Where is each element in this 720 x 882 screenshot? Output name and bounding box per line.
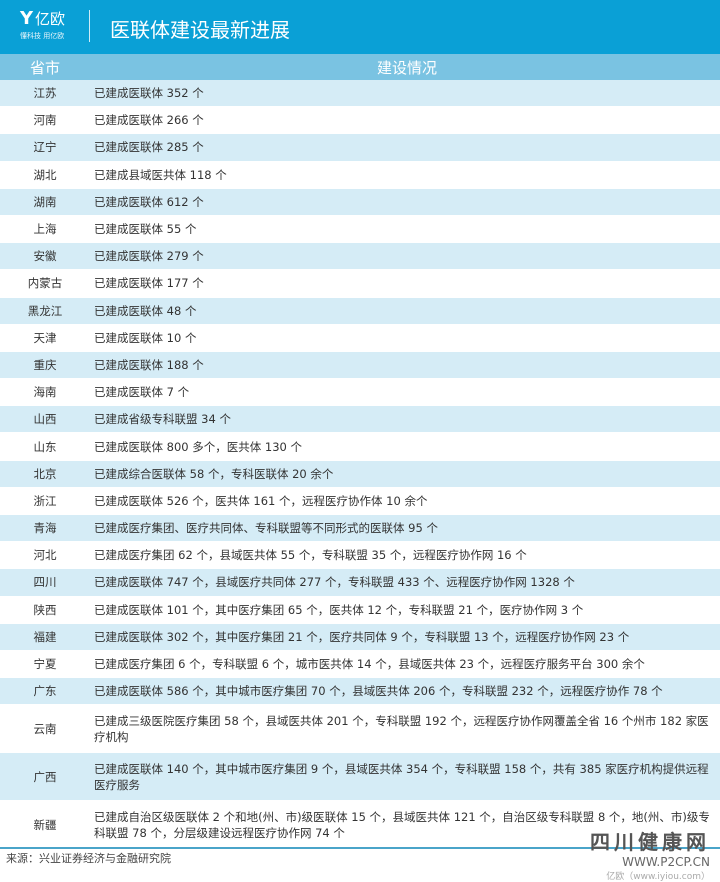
status-cell: 已建成医联体 285 个: [94, 140, 204, 155]
table-row: 浙江 已建成医联体 526 个，医共体 161 个，远程医疗协作体 10 余个: [0, 487, 720, 515]
table-row: 湖北 已建成县域医共体 118 个: [0, 161, 720, 189]
province-cell: 湖南: [33, 194, 57, 209]
status-cell: 已建成医联体 177 个: [94, 276, 204, 291]
province-cell: 青海: [33, 521, 57, 536]
status-cell: 已建成医联体 279 个: [94, 249, 204, 264]
watermark: 四川健康网 WWW.P2CP.CN 亿欧（www.iyiou.com）: [590, 826, 710, 882]
province-cell: 北京: [33, 466, 57, 481]
logo-slogan: 懂科技 用亿欧: [20, 32, 65, 40]
footer-rule: [0, 847, 720, 849]
table-row: 辽宁 已建成医联体 285 个: [0, 134, 720, 162]
province-cell: 黑龙江: [27, 303, 63, 318]
status-cell: 已建成医联体 586 个，其中城市医疗集团 70 个，县域医共体 206 个，专…: [94, 684, 663, 699]
table-row: 上海 已建成医联体 55 个: [0, 215, 720, 244]
province-cell: 广东: [33, 684, 57, 699]
status-cell: 已建成医联体 747 个，县域医疗共同体 277 个，专科联盟 433 个、远程…: [94, 575, 575, 590]
table-row: 海南 已建成医联体 7 个: [0, 379, 720, 407]
table-row: 福建 已建成医联体 302 个，其中医疗集团 21 个，医疗共同体 9 个，专科联…: [0, 623, 720, 651]
source-note: 来源：兴业证券经济与金融研究院: [6, 852, 171, 865]
status-cell: 已建成县域医共体 118 个: [94, 167, 227, 182]
status-cell: 已建成医联体 800 多个，医共体 130 个: [94, 439, 303, 454]
table-row: 广东 已建成医联体 586 个，其中城市医疗集团 70 个，县域医共体 206 个…: [0, 678, 720, 706]
status-cell: 已建成医联体 48 个: [94, 303, 197, 318]
province-cell: 辽宁: [33, 140, 57, 155]
province-cell: 重庆: [33, 357, 57, 372]
status-cell: 已建成医联体 55 个: [94, 222, 197, 237]
table-row: 重庆 已建成医联体 188 个: [0, 351, 720, 380]
province-cell: 宁夏: [33, 657, 57, 672]
table-row: 新疆 已建成自治区级医联体 2 个和地(州、市)级医联体 15 个，县域医共体 1…: [0, 801, 720, 850]
banner: Y 亿欧 懂科技 用亿欧 医联体建设最新进展: [0, 0, 720, 54]
table-row: 陕西 已建成医联体 101 个，其中医疗集团 65 个，医共体 12 个，专科联盟…: [0, 596, 720, 624]
table-row: 黑龙江 已建成医联体 48 个: [0, 297, 720, 325]
status-cell: 已建成省级专科联盟 34 个: [94, 412, 231, 427]
table-row: 湖南 已建成医联体 612 个: [0, 188, 720, 216]
status-cell: 已建成医联体 352 个: [94, 86, 204, 101]
table-body: 江苏 已建成医联体 352 个河南 已建成医联体 266 个辽宁 已建成医联体 285…: [0, 80, 720, 850]
table-row: 河南 已建成医联体 266 个: [0, 107, 720, 135]
page-title: 医联体建设最新进展: [110, 18, 290, 42]
province-cell: 江苏: [33, 86, 57, 101]
logo-icon: Y: [20, 8, 34, 29]
table-row: 内蒙古 已建成医联体 177 个: [0, 270, 720, 298]
column-header-status: 建设情况: [376, 58, 437, 77]
status-cell: 已建成医联体 612 个: [94, 194, 204, 209]
table-row: 江苏 已建成医联体 352 个: [0, 80, 720, 108]
province-cell: 广西: [33, 769, 57, 784]
province-cell: 湖北: [33, 167, 57, 182]
status-cell: 已建成医联体 266 个: [94, 113, 204, 128]
status-cell: 已建成自治区级医联体 2 个和地(州、市)级医联体 15 个，县域医共体 121…: [94, 809, 710, 840]
province-cell: 安徽: [33, 249, 57, 264]
table-row: 青海 已建成医疗集团、医疗共同体、专科联盟等不同形式的医联体 95 个: [0, 515, 720, 543]
divider: [89, 10, 90, 42]
status-cell: 已建成医疗集团、医疗共同体、专科联盟等不同形式的医联体 95 个: [94, 521, 438, 536]
status-cell: 已建成医联体 526 个，医共体 161 个，远程医疗协作体 10 余个: [94, 493, 428, 508]
watermark-url: WWW.P2CP.CN: [622, 855, 710, 869]
logo-name: 亿欧: [35, 10, 66, 28]
province-cell: 海南: [33, 385, 57, 400]
province-cell: 新疆: [33, 817, 57, 832]
status-cell: 已建成医联体 188 个: [94, 357, 204, 372]
province-cell: 河北: [33, 548, 57, 563]
table-row: 山西 已建成省级专科联盟 34 个: [0, 406, 720, 434]
status-cell: 已建成医联体 7 个: [94, 385, 190, 400]
yiou-logo: Y 亿欧 懂科技 用亿欧: [20, 8, 65, 41]
table-row: 天津 已建成医联体 10 个: [0, 324, 720, 352]
province-cell: 山西: [33, 412, 57, 427]
table-row: 四川 已建成医联体 747 个，县域医疗共同体 277 个，专科联盟 433 个、…: [0, 569, 720, 597]
table-header: 省市 建设情况: [0, 54, 720, 80]
status-cell: 已建成三级医院医疗集团 58 个，县域医共体 201 个，专科联盟 192 个，…: [94, 713, 709, 744]
province-cell: 四川: [33, 575, 57, 590]
table-row: 广西 已建成医联体 140 个，其中城市医疗集团 9 个，县域医共体 354 个，…: [0, 753, 720, 802]
status-cell: 已建成综合医联体 58 个，专科医联体 20 余个: [94, 466, 334, 481]
province-cell: 云南: [33, 721, 57, 736]
table-row: 宁夏 已建成医疗集团 6 个，专科联盟 6 个，城市医共体 14 个，县域医共体 …: [0, 650, 720, 679]
province-cell: 内蒙古: [27, 276, 63, 291]
province-cell: 河南: [33, 113, 57, 128]
province-cell: 福建: [33, 629, 57, 644]
province-cell: 浙江: [33, 493, 57, 508]
table-row: 云南 已建成三级医院医疗集团 58 个，县域医共体 201 个，专科联盟 192 …: [0, 705, 720, 754]
column-header-province: 省市: [29, 58, 60, 77]
province-cell: 上海: [33, 222, 57, 237]
table-row: 河北 已建成医疗集团 62 个，县域医共体 55 个，专科联盟 35 个，远程医疗…: [0, 542, 720, 570]
watermark-credit: 亿欧（www.iyiou.com）: [606, 872, 710, 882]
province-cell: 山东: [33, 439, 57, 454]
table-row: 山东 已建成医联体 800 多个，医共体 130 个: [0, 433, 720, 461]
status-cell: 已建成医联体 302 个，其中医疗集团 21 个，医疗共同体 9 个，专科联盟 …: [94, 629, 630, 644]
table-row: 安徽 已建成医联体 279 个: [0, 243, 720, 271]
status-cell: 已建成医联体 10 个: [94, 330, 197, 345]
status-cell: 已建成医联体 101 个，其中医疗集团 65 个，医共体 12 个，专科联盟 2…: [94, 602, 584, 617]
status-cell: 已建成医疗集团 6 个，专科联盟 6 个，城市医共体 14 个，县域医共体 23…: [94, 657, 645, 672]
status-cell: 已建成医联体 140 个，其中城市医疗集团 9 个，县域医共体 354 个，专科…: [94, 761, 709, 792]
province-cell: 陕西: [33, 602, 57, 617]
province-cell: 天津: [33, 330, 57, 345]
table-row: 北京 已建成综合医联体 58 个，专科医联体 20 余个: [0, 460, 720, 488]
watermark-name: 四川健康网: [590, 830, 710, 854]
status-cell: 已建成医疗集团 62 个，县域医共体 55 个，专科联盟 35 个，远程医疗协作…: [94, 548, 527, 563]
